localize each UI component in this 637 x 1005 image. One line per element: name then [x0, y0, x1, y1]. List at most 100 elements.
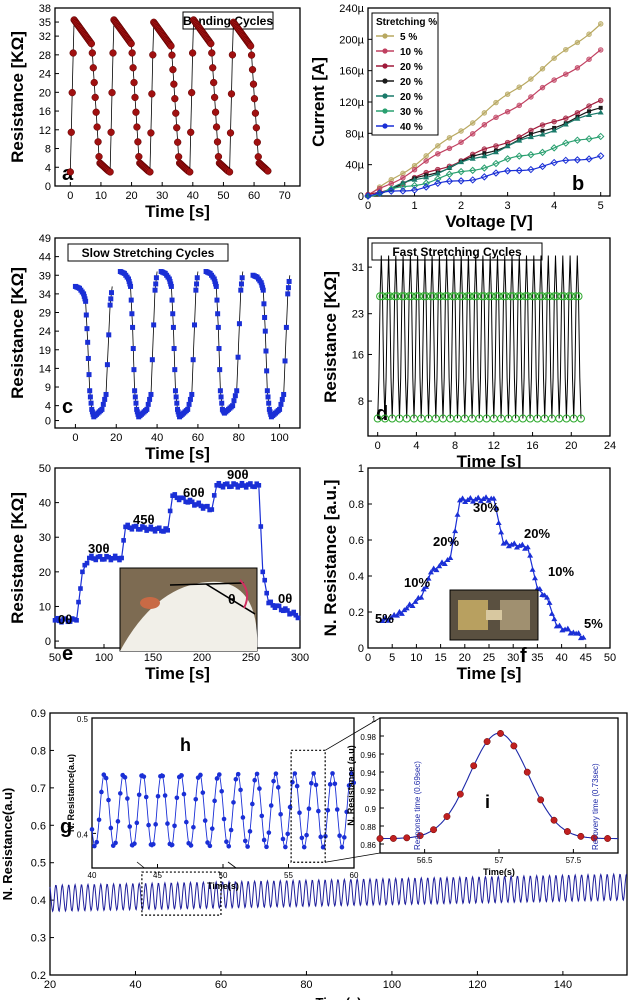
data-point: [143, 794, 149, 800]
data-point: [598, 105, 603, 110]
y-tick-label: 0.88: [360, 823, 376, 832]
data-point: [577, 832, 585, 840]
data-point: [435, 143, 441, 149]
data-point: [235, 354, 241, 360]
data-point: [66, 168, 74, 176]
data-point: [406, 601, 413, 607]
data-point: [167, 508, 173, 514]
data-point: [227, 90, 236, 98]
data-point: [153, 822, 158, 827]
data-point: [130, 324, 136, 330]
data-point: [385, 617, 392, 623]
data-point: [563, 115, 569, 121]
data-point: [238, 287, 244, 293]
data-point: [188, 843, 194, 848]
data-point: [398, 610, 405, 616]
legend-marker: [382, 93, 388, 99]
data-point: [441, 561, 448, 567]
data-point: [101, 772, 107, 778]
data-point: [188, 89, 196, 97]
data-point: [127, 39, 135, 48]
data-point: [400, 170, 406, 177]
data-point: [102, 556, 107, 562]
data-point: [446, 135, 453, 141]
data-point: [174, 400, 180, 406]
data-point: [233, 777, 239, 782]
data-point: [68, 89, 76, 97]
recovery-time-label: Recovery time (0.73sec): [591, 763, 600, 850]
data-point: [184, 819, 189, 825]
data-point: [410, 186, 419, 194]
y-tick-label: 0.92: [360, 787, 376, 796]
data-point: [493, 99, 499, 106]
data-point: [258, 524, 264, 529]
zoom-box: [290, 749, 326, 863]
data-point: [248, 65, 257, 74]
x-tick-label: 45: [580, 652, 592, 664]
data-point: [138, 527, 143, 532]
legend-entry: 30 %: [400, 107, 423, 118]
panel-f: 0 5 10 15 20 25 30 35 40 45 50 0 0.2 0.4 0.6 0.8 1 Time […: [321, 463, 616, 683]
data-point: [214, 153, 223, 161]
data-point: [504, 91, 511, 97]
data-point: [152, 287, 158, 293]
data-point: [527, 552, 534, 558]
data-point: [574, 115, 581, 121]
x-tick-label: 16: [526, 440, 538, 452]
data-point: [192, 322, 198, 328]
data-point: [205, 503, 210, 509]
data-point: [165, 528, 170, 533]
data-point: [254, 153, 262, 161]
data-point: [320, 844, 326, 850]
data-point: [212, 798, 217, 804]
y-tick-label: 0.96: [360, 751, 376, 760]
data-point: [170, 311, 176, 317]
data-point: [87, 388, 93, 394]
legend-marker: [382, 108, 388, 114]
data-point: [252, 484, 257, 490]
data-point: [283, 324, 289, 330]
data-point: [247, 51, 256, 59]
stretch-annotation: 10%: [404, 575, 430, 590]
data-point: [108, 296, 114, 302]
data-point: [470, 120, 476, 126]
y-tick-label: 120µ: [339, 97, 364, 109]
data-point: [480, 496, 487, 502]
data-point: [515, 152, 523, 160]
y-tick-label: 0.4: [77, 830, 89, 839]
data-point: [416, 832, 424, 840]
data-point: [174, 153, 183, 161]
data-point: [539, 66, 546, 72]
data-point: [128, 49, 136, 57]
x-tick-label: 10: [95, 190, 107, 202]
title-box-d: [371, 242, 543, 261]
data-point: [483, 494, 490, 500]
data-point: [210, 78, 218, 87]
data-point: [238, 787, 243, 793]
data-point: [538, 162, 547, 171]
data-point: [214, 297, 220, 303]
data-point: [497, 729, 504, 737]
data-point: [129, 311, 135, 317]
y-tick-label: 40: [39, 498, 51, 510]
data-point: [145, 401, 151, 407]
data-point: [250, 801, 255, 807]
data-point: [132, 108, 140, 116]
x-tick-label: 200: [193, 652, 211, 664]
data-point: [586, 103, 592, 109]
x-tick-label: 50: [49, 652, 61, 664]
x-tick-label: 50: [217, 190, 229, 202]
data-point: [481, 122, 488, 128]
y-tick-label: 23: [352, 309, 364, 321]
data-point: [538, 148, 547, 157]
legend-entry: 10 %: [400, 47, 423, 58]
data-point: [119, 555, 124, 561]
stretch-annotation: 30%: [473, 500, 499, 515]
data-point: [382, 615, 389, 621]
connector-line: [324, 717, 381, 751]
data-point: [264, 844, 269, 850]
x-tick-label: 80: [233, 432, 245, 444]
data-point: [480, 173, 489, 181]
data-point: [586, 112, 593, 118]
data-point: [251, 109, 260, 117]
